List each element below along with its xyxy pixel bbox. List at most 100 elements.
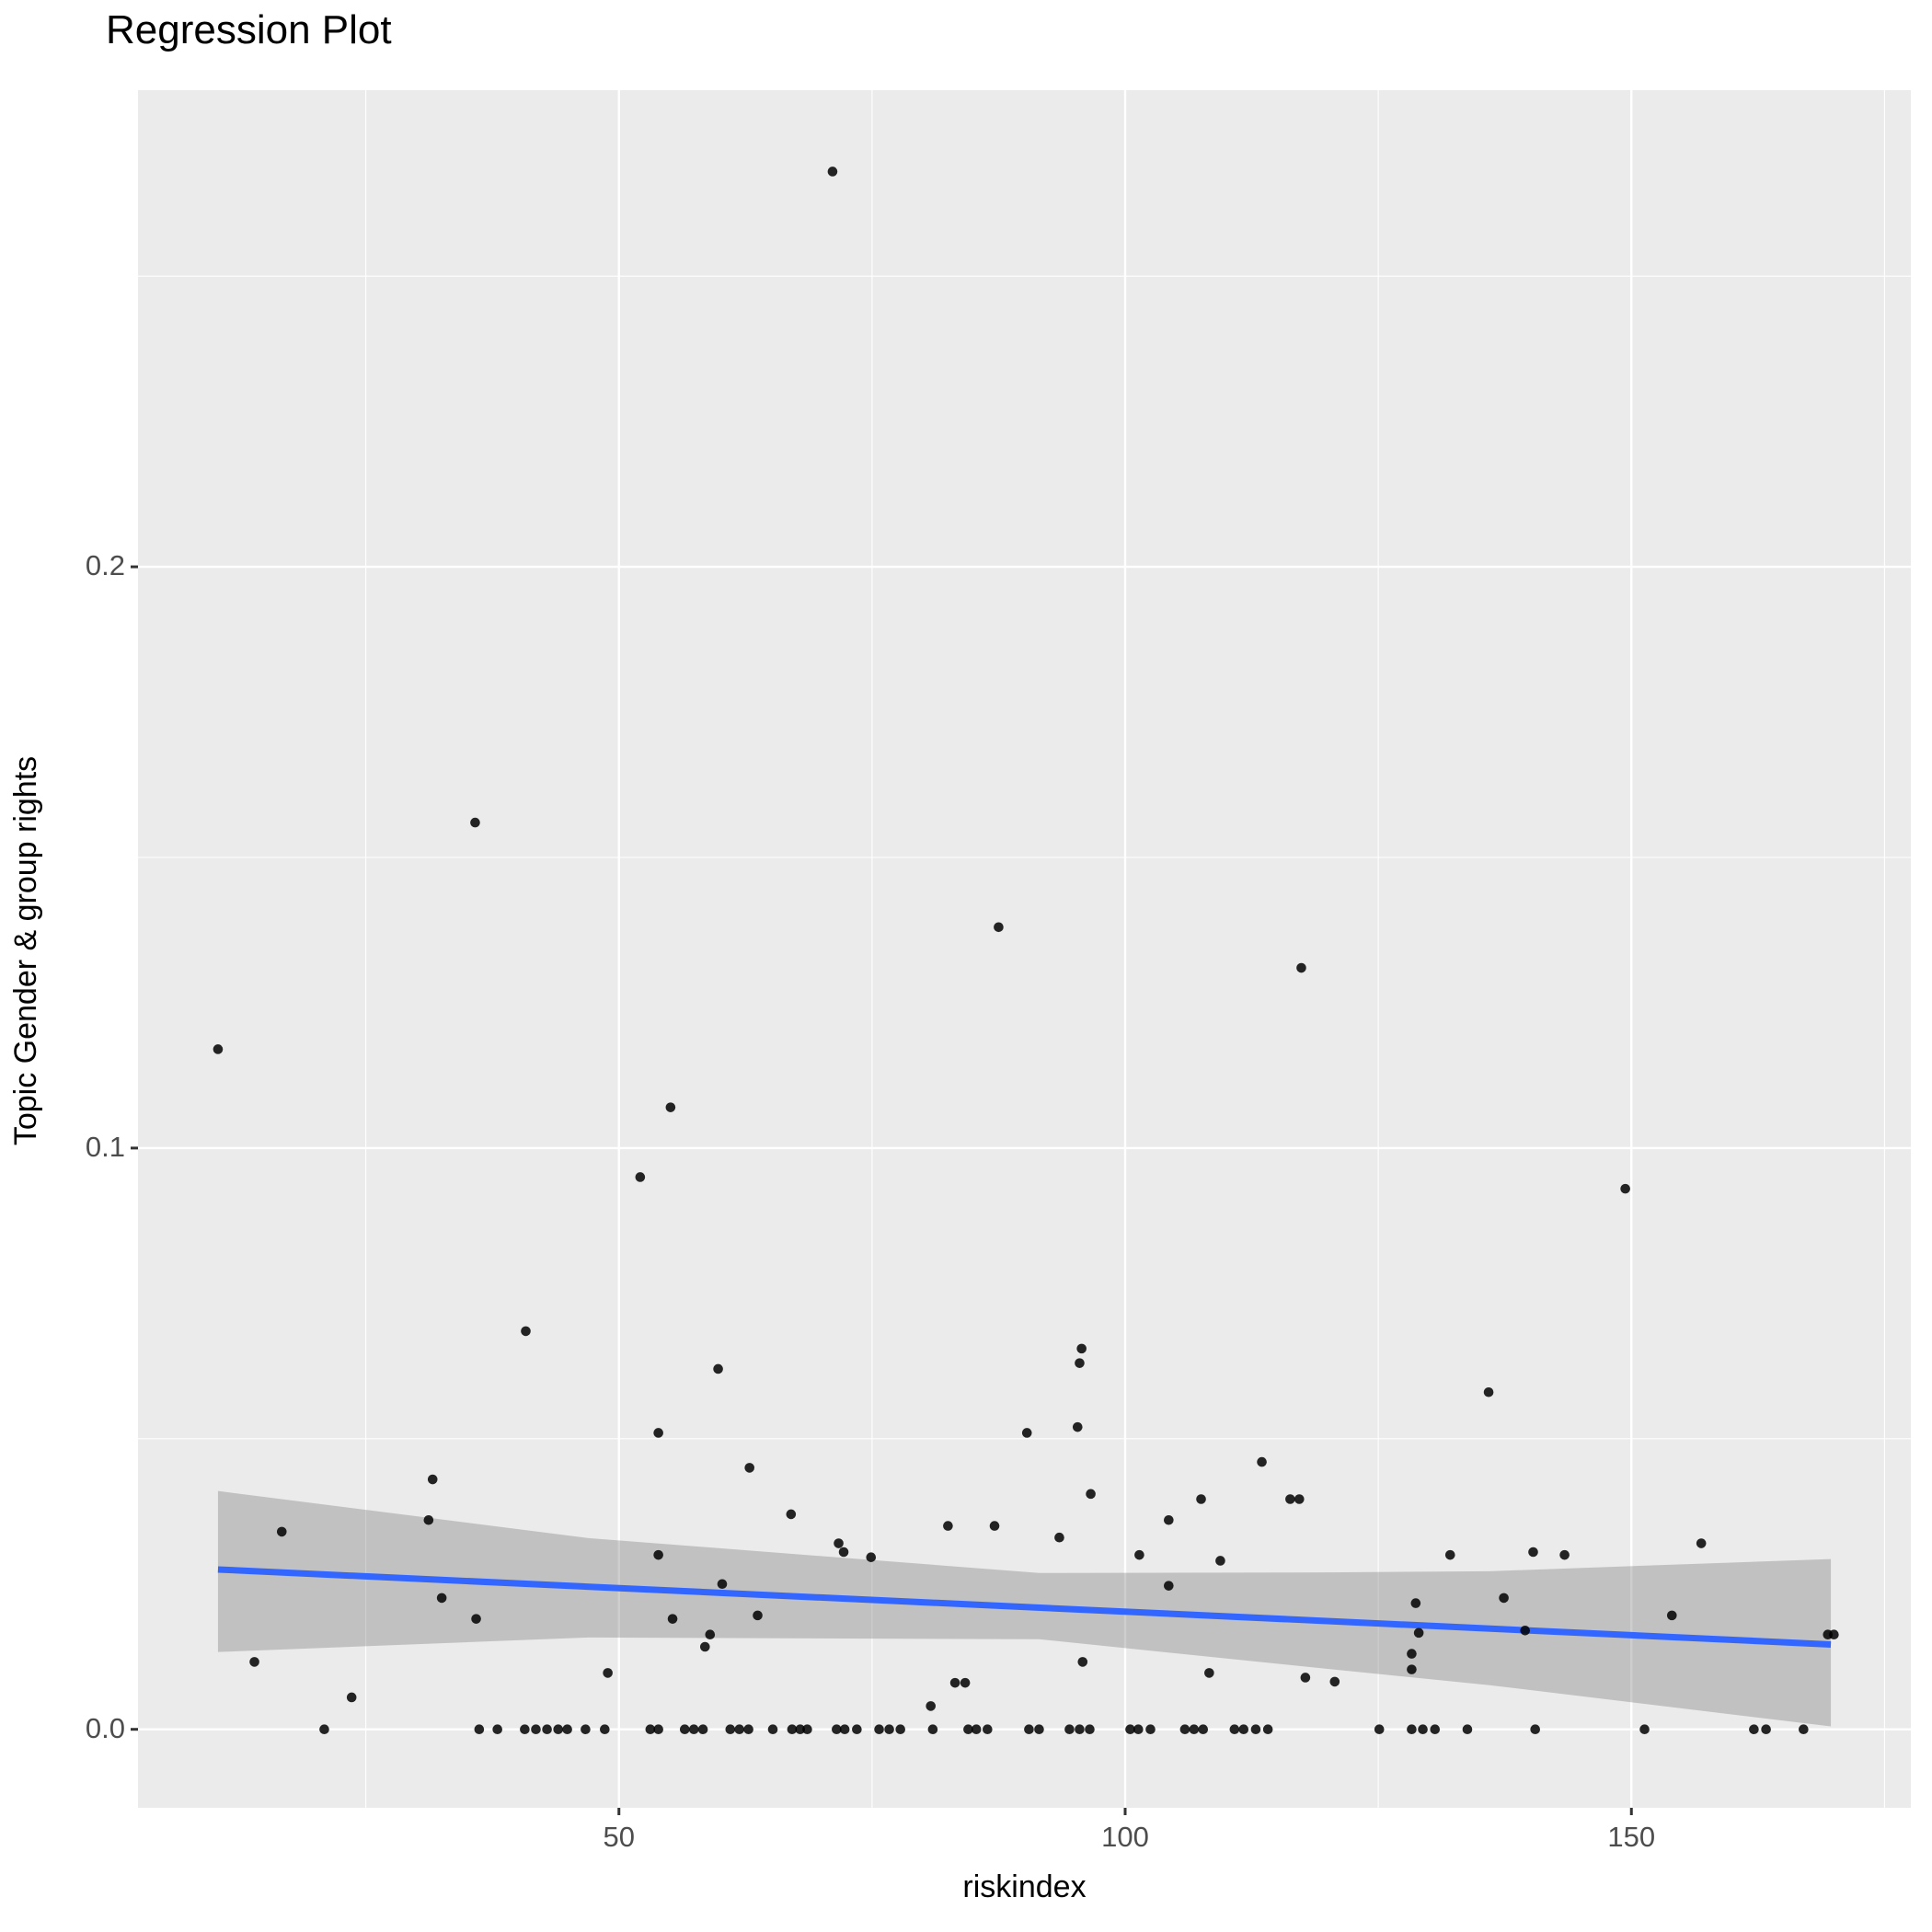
data-point [667, 1614, 678, 1624]
data-point [827, 167, 838, 177]
data-point [1257, 1456, 1267, 1467]
data-point [1296, 962, 1306, 973]
data-point [705, 1629, 716, 1640]
data-point [1528, 1547, 1538, 1558]
data-point [276, 1526, 287, 1537]
data-point [866, 1552, 877, 1562]
data-point [1229, 1724, 1240, 1735]
x-tick-label: 150 [1607, 1821, 1656, 1853]
x-tick-label: 50 [603, 1821, 635, 1853]
data-point [1196, 1494, 1206, 1504]
data-point [665, 1102, 676, 1112]
y-axis-title: Topic Gender & group rights [8, 755, 43, 1146]
panel-background [138, 90, 1911, 1808]
data-point [470, 817, 480, 828]
data-point [1179, 1724, 1190, 1735]
data-point [1407, 1724, 1417, 1735]
data-point [1034, 1724, 1044, 1735]
data-point [1164, 1581, 1174, 1591]
data-point [874, 1724, 884, 1735]
data-point [699, 1641, 710, 1652]
data-point [839, 1724, 850, 1735]
data-point [1761, 1724, 1771, 1735]
data-point [1418, 1724, 1428, 1735]
data-point [1300, 1673, 1311, 1683]
data-point [1799, 1724, 1809, 1735]
data-point [697, 1724, 708, 1735]
data-point [1054, 1532, 1064, 1543]
data-point [767, 1724, 778, 1735]
data-point [1198, 1724, 1209, 1735]
data-point [1189, 1724, 1200, 1735]
data-point [1559, 1549, 1570, 1560]
data-point [926, 1701, 937, 1711]
data-point [963, 1724, 973, 1735]
data-point [832, 1724, 842, 1735]
data-point [786, 1509, 797, 1520]
data-point [971, 1724, 982, 1735]
data-point [1294, 1494, 1305, 1504]
data-point [688, 1724, 699, 1735]
data-point [1666, 1610, 1677, 1621]
data-point [1483, 1386, 1494, 1397]
data-point [319, 1724, 329, 1735]
data-point [1075, 1358, 1085, 1368]
data-point [1444, 1549, 1455, 1560]
data-point [346, 1692, 357, 1703]
data-point [1204, 1668, 1214, 1678]
data-point [949, 1677, 960, 1688]
data-point [492, 1724, 502, 1735]
data-point [713, 1363, 723, 1374]
y-tick-label: 0.0 [85, 1711, 125, 1744]
data-point [553, 1724, 564, 1735]
data-point [600, 1724, 610, 1735]
data-point [1145, 1724, 1156, 1735]
data-point [834, 1538, 844, 1548]
data-point [838, 1547, 849, 1558]
data-point [436, 1593, 447, 1604]
data-point [1125, 1724, 1135, 1735]
data-point [249, 1657, 259, 1667]
data-point [1696, 1538, 1707, 1548]
data-point [531, 1724, 541, 1735]
data-point [1829, 1629, 1839, 1640]
data-point [1749, 1724, 1759, 1735]
data-point [1639, 1724, 1650, 1735]
data-point [521, 1326, 531, 1337]
data-point [1064, 1724, 1075, 1735]
data-point [943, 1521, 953, 1531]
data-point [787, 1724, 798, 1735]
x-axis-title: riskindex [962, 1869, 1087, 1904]
data-point [474, 1724, 485, 1735]
regression-line [217, 1566, 1832, 1648]
data-point [1410, 1598, 1421, 1608]
data-point [734, 1724, 745, 1735]
data-point [1072, 1421, 1083, 1432]
data-point [213, 1044, 224, 1054]
data-point [960, 1677, 971, 1688]
data-point [1407, 1664, 1417, 1674]
data-point [520, 1724, 530, 1735]
data-point [1374, 1724, 1385, 1735]
data-point [884, 1724, 894, 1735]
data-point [1238, 1724, 1249, 1735]
data-point [542, 1724, 552, 1735]
data-point [1215, 1556, 1225, 1566]
data-point [653, 1549, 663, 1560]
y-tick-label: 0.1 [85, 1130, 125, 1163]
data-point [717, 1579, 728, 1590]
data-point [983, 1724, 993, 1735]
y-tick-label: 0.2 [85, 549, 125, 582]
data-point [1620, 1183, 1630, 1194]
data-point [802, 1724, 812, 1735]
data-point [1085, 1724, 1095, 1735]
data-point [645, 1724, 656, 1735]
data-point [653, 1724, 663, 1735]
data-point [1413, 1627, 1424, 1639]
data-point [1285, 1494, 1295, 1504]
data-point [1075, 1724, 1085, 1735]
data-point [679, 1724, 690, 1735]
data-point [423, 1514, 434, 1525]
